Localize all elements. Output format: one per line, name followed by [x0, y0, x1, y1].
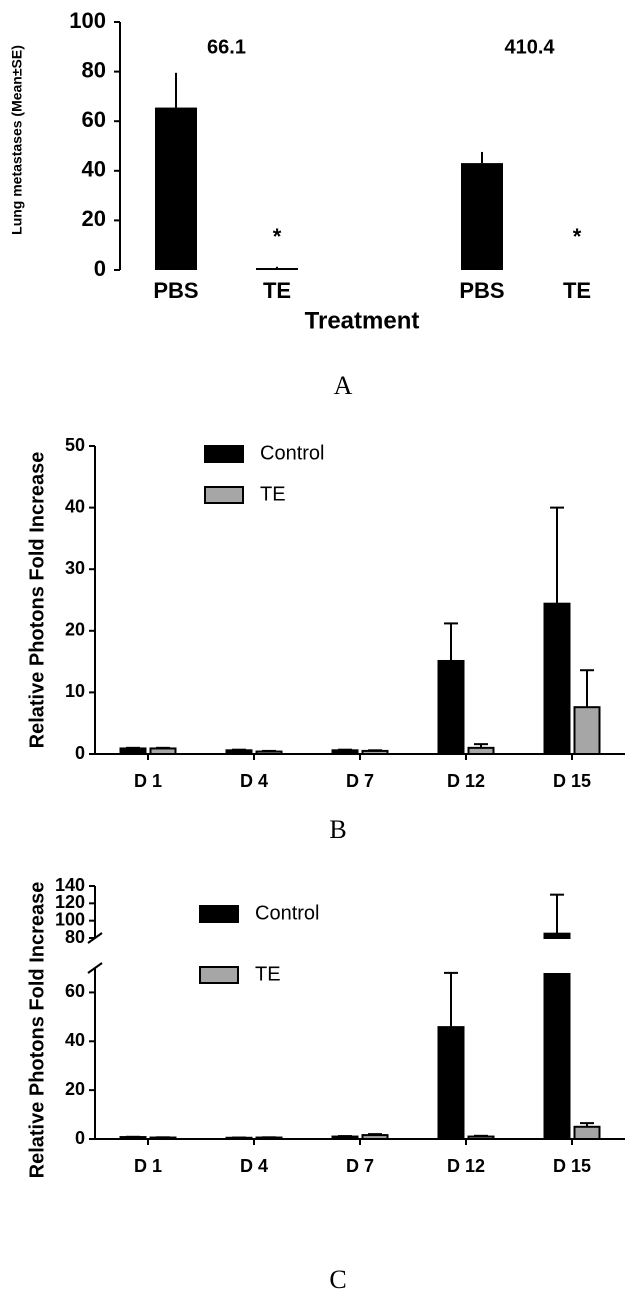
y-tick-label: 140	[55, 875, 85, 895]
x-tick-label: TE	[563, 278, 591, 303]
x-tick-label: PBS	[153, 278, 198, 303]
group-label: 66.1	[207, 36, 246, 58]
y-tick-label: 60	[65, 981, 85, 1001]
bar	[573, 706, 601, 756]
panel-label: A	[334, 371, 353, 400]
bar	[437, 1026, 465, 1141]
x-tick-label: D 4	[240, 1156, 268, 1176]
significance-mark: *	[573, 224, 582, 249]
y-tick-label: 20	[65, 620, 85, 640]
x-tick-label: D 4	[240, 771, 268, 791]
y-tick-label: 0	[75, 743, 85, 763]
y-tick-label: 80	[65, 927, 85, 947]
x-axis-label: Treatment	[305, 307, 420, 334]
legend-label: TE	[255, 963, 281, 985]
x-tick-label: TE	[263, 278, 291, 303]
y-tick-label: 100	[69, 8, 106, 33]
bar	[543, 932, 571, 940]
legend-swatch	[204, 445, 244, 463]
legend-label: TE	[260, 483, 286, 505]
bar	[225, 749, 253, 756]
x-tick-label: PBS	[459, 278, 504, 303]
x-tick-label: D 12	[447, 771, 485, 791]
panel-label: B	[329, 815, 346, 844]
x-tick-label: D 15	[553, 771, 591, 791]
bar	[361, 749, 389, 755]
bar	[467, 746, 495, 756]
y-axis-label: Relative Photons Fold Increase	[26, 882, 48, 1179]
bar	[573, 1125, 601, 1141]
bar	[155, 107, 197, 270]
y-tick-label: 10	[65, 681, 85, 701]
y-tick-label: 30	[65, 558, 85, 578]
bar	[149, 747, 177, 755]
y-tick-label: 40	[82, 157, 106, 182]
bar	[119, 747, 147, 755]
x-tick-label: D 1	[134, 771, 162, 791]
y-tick-label: 20	[65, 1079, 85, 1099]
y-tick-label: 120	[55, 892, 85, 912]
group-label: 410.4	[504, 36, 555, 58]
legend-label: Control	[260, 442, 324, 464]
y-tick-label: 0	[94, 256, 106, 281]
legend-label: Control	[255, 902, 319, 924]
bar	[543, 973, 571, 1140]
panel-label: C	[329, 1265, 346, 1294]
y-tick-label: 100	[55, 909, 85, 929]
bar	[331, 749, 359, 756]
y-axis-label: Lung metastases (Mean±SE)	[9, 45, 25, 235]
legend-swatch	[199, 905, 239, 923]
x-tick-label: D 7	[346, 771, 374, 791]
bar	[461, 163, 503, 270]
bar	[543, 602, 571, 755]
axis-break	[87, 962, 103, 974]
y-tick-label: 50	[65, 435, 85, 455]
y-tick-label: 0	[75, 1128, 85, 1148]
y-tick-label: 40	[65, 496, 85, 516]
x-tick-label: D 15	[553, 1156, 591, 1176]
y-tick-label: 20	[82, 206, 106, 231]
bar	[437, 659, 465, 756]
significance-mark: *	[273, 224, 282, 249]
legend-swatch	[204, 486, 244, 504]
bar	[467, 1135, 495, 1140]
y-tick-label: 80	[82, 57, 106, 82]
y-axis-label: Relative Photons Fold Increase	[26, 452, 48, 749]
y-tick-label: 60	[82, 107, 106, 132]
bar	[256, 268, 298, 270]
legend-swatch	[199, 966, 239, 984]
y-tick-label: 40	[65, 1030, 85, 1050]
bar	[361, 1134, 389, 1141]
x-tick-label: D 1	[134, 1156, 162, 1176]
x-tick-label: D 12	[447, 1156, 485, 1176]
x-tick-label: D 7	[346, 1156, 374, 1176]
